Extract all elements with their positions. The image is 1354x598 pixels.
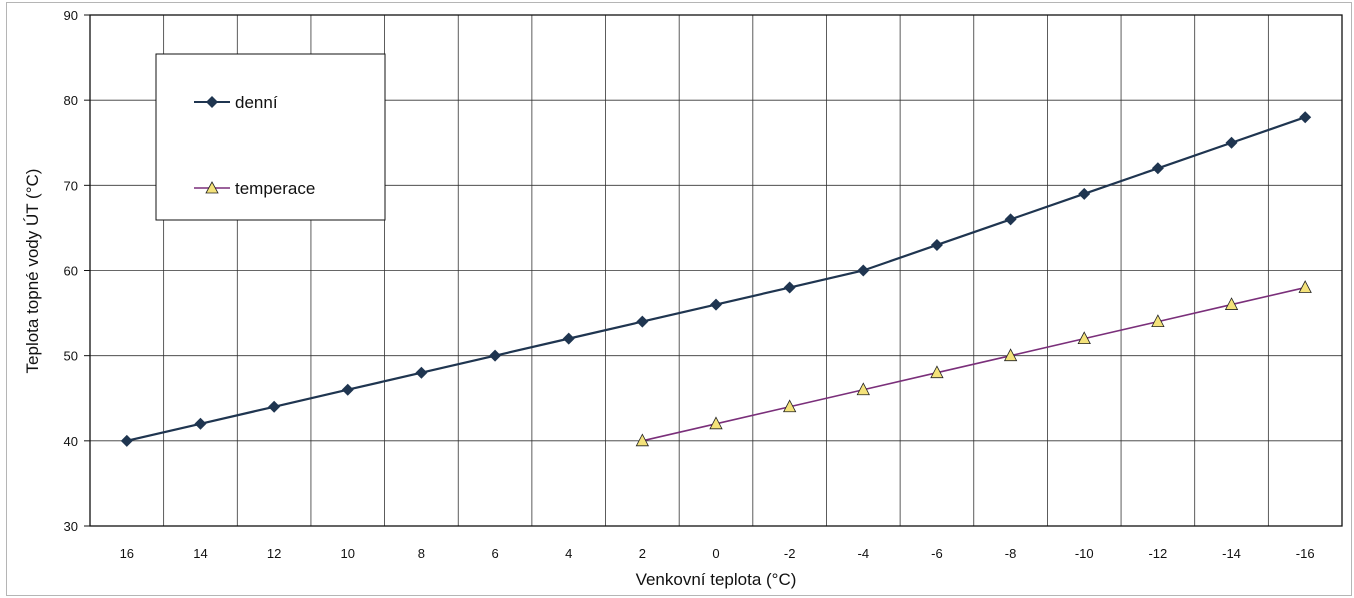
x-tick-label: 14 [193, 546, 207, 561]
y-tick-label: 40 [64, 434, 78, 449]
y-tick-label: 60 [64, 264, 78, 279]
x-tick-label: -4 [858, 546, 870, 561]
data-point-diamond [710, 298, 722, 311]
x-tick-label: 16 [120, 546, 134, 561]
data-point-diamond [341, 383, 354, 396]
x-tick-label: 0 [712, 546, 719, 561]
y-tick-label: 70 [64, 178, 78, 193]
x-axis-title: Venkovní teplota (°C) [636, 570, 797, 589]
data-point-triangle [856, 382, 870, 396]
data-point-triangle [782, 399, 797, 413]
data-point-diamond [783, 281, 796, 294]
x-tick-label: 12 [267, 546, 281, 561]
data-point-triangle [1151, 314, 1165, 327]
legend-entry-temperace: temperace [194, 179, 315, 198]
legend: denní temperace [155, 53, 386, 221]
x-tick-label: -16 [1296, 546, 1315, 561]
legend-marker-denni [206, 96, 218, 108]
x-tick-label: 10 [341, 546, 355, 561]
data-point-diamond [415, 366, 428, 379]
y-tick-label: 50 [64, 349, 78, 364]
x-tick-label: -12 [1148, 546, 1167, 561]
x-tick-label: 8 [418, 546, 425, 561]
y-tick-label: 80 [64, 93, 78, 108]
data-point-diamond [1151, 162, 1164, 175]
data-point-diamond [194, 417, 207, 430]
x-axis-ticks: 16 14 12 10 8 6 4 2 0 -2 -4 -6 -8 -10 -12 -14 -16 [120, 546, 1315, 561]
x-tick-label: -8 [1005, 546, 1017, 561]
y-axis-title: Teplota topné vody ÚT (°C) [23, 169, 42, 374]
y-tick-label: 90 [64, 8, 78, 23]
data-point-diamond [562, 332, 575, 345]
data-point-diamond [1004, 213, 1017, 226]
data-point-diamond [268, 400, 281, 413]
x-tick-label: 2 [639, 546, 646, 561]
series-0 [120, 111, 1312, 447]
data-point-triangle [1077, 331, 1091, 345]
legend-label-temperace: temperace [235, 179, 315, 198]
data-point-diamond [120, 434, 133, 447]
data-point-triangle [1224, 297, 1239, 310]
data-point-triangle [1003, 348, 1018, 362]
data-point-diamond [1225, 136, 1238, 149]
x-tick-label: -14 [1222, 546, 1241, 561]
data-point-diamond [1078, 187, 1091, 200]
x-tick-label: 6 [491, 546, 498, 561]
x-tick-label: -2 [784, 546, 796, 561]
x-tick-label: 4 [565, 546, 572, 561]
data-point-triangle [930, 365, 944, 379]
data-point-diamond [636, 315, 649, 328]
y-tick-label: 30 [64, 519, 78, 534]
data-point-diamond [489, 349, 502, 362]
data-point-diamond [930, 238, 943, 251]
data-point-triangle [635, 433, 650, 447]
data-point-triangle [1298, 280, 1312, 293]
legend-marker-temperace [205, 181, 219, 194]
x-tick-label: -6 [931, 546, 943, 561]
series [120, 111, 1312, 447]
data-point-diamond [857, 264, 870, 277]
series-line [642, 286, 1306, 442]
data-point-triangle [709, 416, 723, 430]
legend-label-denni: denní [235, 93, 278, 112]
y-axis-ticks: 30 40 50 60 70 80 90 [64, 8, 90, 534]
data-point-diamond [1299, 111, 1312, 124]
legend-entry-denni: denní [194, 93, 278, 112]
series-1 [635, 280, 1312, 447]
legend-box [155, 53, 386, 221]
chart-frame [6, 2, 1352, 596]
x-tick-label: -10 [1075, 546, 1094, 561]
